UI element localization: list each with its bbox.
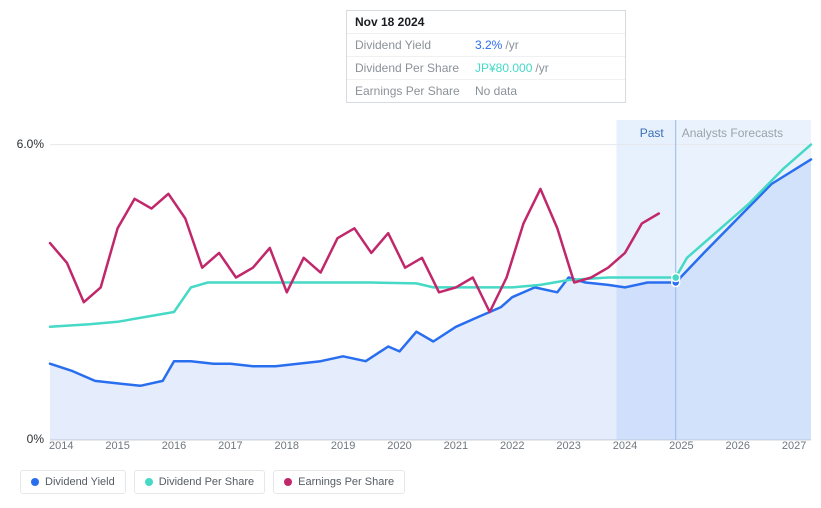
legend-item-dps[interactable]: Dividend Per Share [134, 470, 265, 494]
tooltip-date: Nov 18 2024 [355, 15, 424, 29]
x-tick: 2019 [331, 440, 355, 452]
plot-svg [50, 120, 811, 440]
x-tick: 2026 [725, 440, 749, 452]
x-tick: 2020 [387, 440, 411, 452]
region-label-past: Past [640, 126, 664, 140]
tooltip-row-eps: Earnings Per Share No data [347, 80, 625, 102]
dividend-chart: Nov 18 2024 Dividend Yield 3.2% /yr Divi… [10, 10, 811, 498]
y-tick: 6.0% [17, 137, 44, 151]
x-tick: 2016 [162, 440, 186, 452]
x-tick: 2023 [556, 440, 580, 452]
x-tick: 2024 [613, 440, 637, 452]
x-tick: 2015 [105, 440, 129, 452]
tooltip-row-dps: Dividend Per Share JP¥80.000 /yr [347, 57, 625, 80]
x-tick: 2014 [49, 440, 73, 452]
legend-item-eps[interactable]: Earnings Per Share [273, 470, 405, 494]
region-label-forecast: Analysts Forecasts [682, 126, 783, 140]
y-tick: 0% [27, 432, 44, 446]
x-tick: 2027 [782, 440, 806, 452]
plot-area[interactable]: 0%6.0%PastAnalysts Forecasts [50, 120, 811, 440]
chart-tooltip: Nov 18 2024 Dividend Yield 3.2% /yr Divi… [346, 10, 626, 103]
tooltip-row-yield: Dividend Yield 3.2% /yr [347, 34, 625, 57]
legend: Dividend Yield Dividend Per Share Earnin… [20, 470, 405, 494]
x-tick: 2018 [275, 440, 299, 452]
x-tick: 2025 [669, 440, 693, 452]
legend-item-yield[interactable]: Dividend Yield [20, 470, 126, 494]
x-axis: 2014 2015 2016 2017 2018 2019 2020 2021 2022 2023… [50, 440, 811, 460]
x-tick: 2017 [218, 440, 242, 452]
x-tick: 2022 [500, 440, 524, 452]
x-tick: 2021 [444, 440, 468, 452]
